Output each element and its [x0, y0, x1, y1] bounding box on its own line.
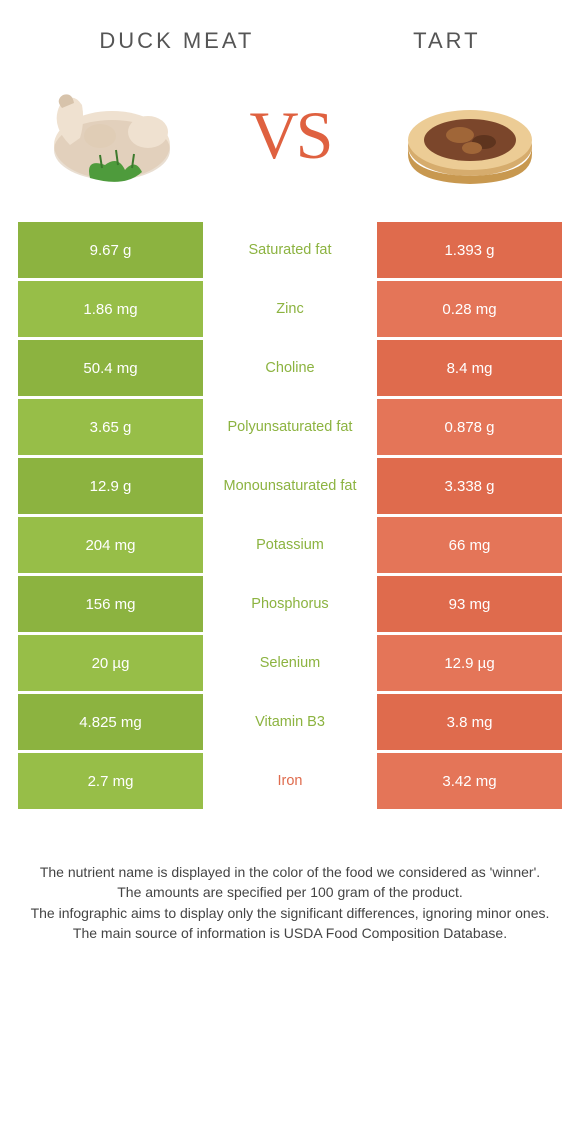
duck-illustration-icon	[30, 70, 190, 200]
right-value-cell: 3.338 g	[377, 458, 562, 514]
header-left-title: Duck meat	[99, 28, 254, 54]
nutrient-name-cell: Potassium	[203, 517, 377, 573]
nutrient-name-cell: Monounsaturated fat	[203, 458, 377, 514]
left-value-cell: 1.86 mg	[18, 281, 203, 337]
table-row: 12.9 gMonounsaturated fat3.338 g	[18, 458, 562, 514]
right-value-cell: 0.28 mg	[377, 281, 562, 337]
nutrient-name-cell: Phosphorus	[203, 576, 377, 632]
table-row: 204 mgPotassium66 mg	[18, 517, 562, 573]
table-row: 2.7 mgIron3.42 mg	[18, 753, 562, 809]
right-value-cell: 1.393 g	[377, 222, 562, 278]
header-right-title: Tart	[413, 28, 480, 54]
footer-line-2: The amounts are specified per 100 gram o…	[30, 882, 550, 902]
left-value-cell: 156 mg	[18, 576, 203, 632]
duck-meat-image	[30, 70, 190, 200]
nutrient-name-cell: Choline	[203, 340, 377, 396]
tart-illustration-icon	[390, 70, 550, 200]
footer-line-4: The main source of information is USDA F…	[30, 923, 550, 943]
footer-notes: The nutrient name is displayed in the co…	[0, 812, 580, 943]
footer-line-1: The nutrient name is displayed in the co…	[30, 862, 550, 882]
nutrient-name-cell: Vitamin B3	[203, 694, 377, 750]
nutrient-table: 9.67 gSaturated fat1.393 g1.86 mgZinc0.2…	[0, 222, 580, 809]
nutrient-name-cell: Selenium	[203, 635, 377, 691]
right-value-cell: 66 mg	[377, 517, 562, 573]
table-row: 9.67 gSaturated fat1.393 g	[18, 222, 562, 278]
table-row: 3.65 gPolyunsaturated fat0.878 g	[18, 399, 562, 455]
right-value-cell: 0.878 g	[377, 399, 562, 455]
left-value-cell: 12.9 g	[18, 458, 203, 514]
left-value-cell: 204 mg	[18, 517, 203, 573]
nutrient-name-cell: Polyunsaturated fat	[203, 399, 377, 455]
right-value-cell: 3.42 mg	[377, 753, 562, 809]
hero-row: VS	[0, 60, 580, 222]
tart-image	[390, 70, 550, 200]
right-value-cell: 93 mg	[377, 576, 562, 632]
left-value-cell: 4.825 mg	[18, 694, 203, 750]
nutrient-name-cell: Zinc	[203, 281, 377, 337]
left-value-cell: 2.7 mg	[18, 753, 203, 809]
header: Duck meat Tart	[0, 0, 580, 60]
right-value-cell: 12.9 µg	[377, 635, 562, 691]
table-row: 50.4 mgCholine8.4 mg	[18, 340, 562, 396]
left-value-cell: 50.4 mg	[18, 340, 203, 396]
nutrient-name-cell: Iron	[203, 753, 377, 809]
right-value-cell: 3.8 mg	[377, 694, 562, 750]
left-value-cell: 9.67 g	[18, 222, 203, 278]
table-row: 1.86 mgZinc0.28 mg	[18, 281, 562, 337]
nutrient-name-cell: Saturated fat	[203, 222, 377, 278]
vs-label: VS	[250, 96, 331, 175]
table-row: 4.825 mgVitamin B33.8 mg	[18, 694, 562, 750]
left-value-cell: 20 µg	[18, 635, 203, 691]
table-row: 156 mgPhosphorus93 mg	[18, 576, 562, 632]
right-value-cell: 8.4 mg	[377, 340, 562, 396]
left-value-cell: 3.65 g	[18, 399, 203, 455]
table-row: 20 µgSelenium12.9 µg	[18, 635, 562, 691]
footer-line-3: The infographic aims to display only the…	[30, 903, 550, 923]
